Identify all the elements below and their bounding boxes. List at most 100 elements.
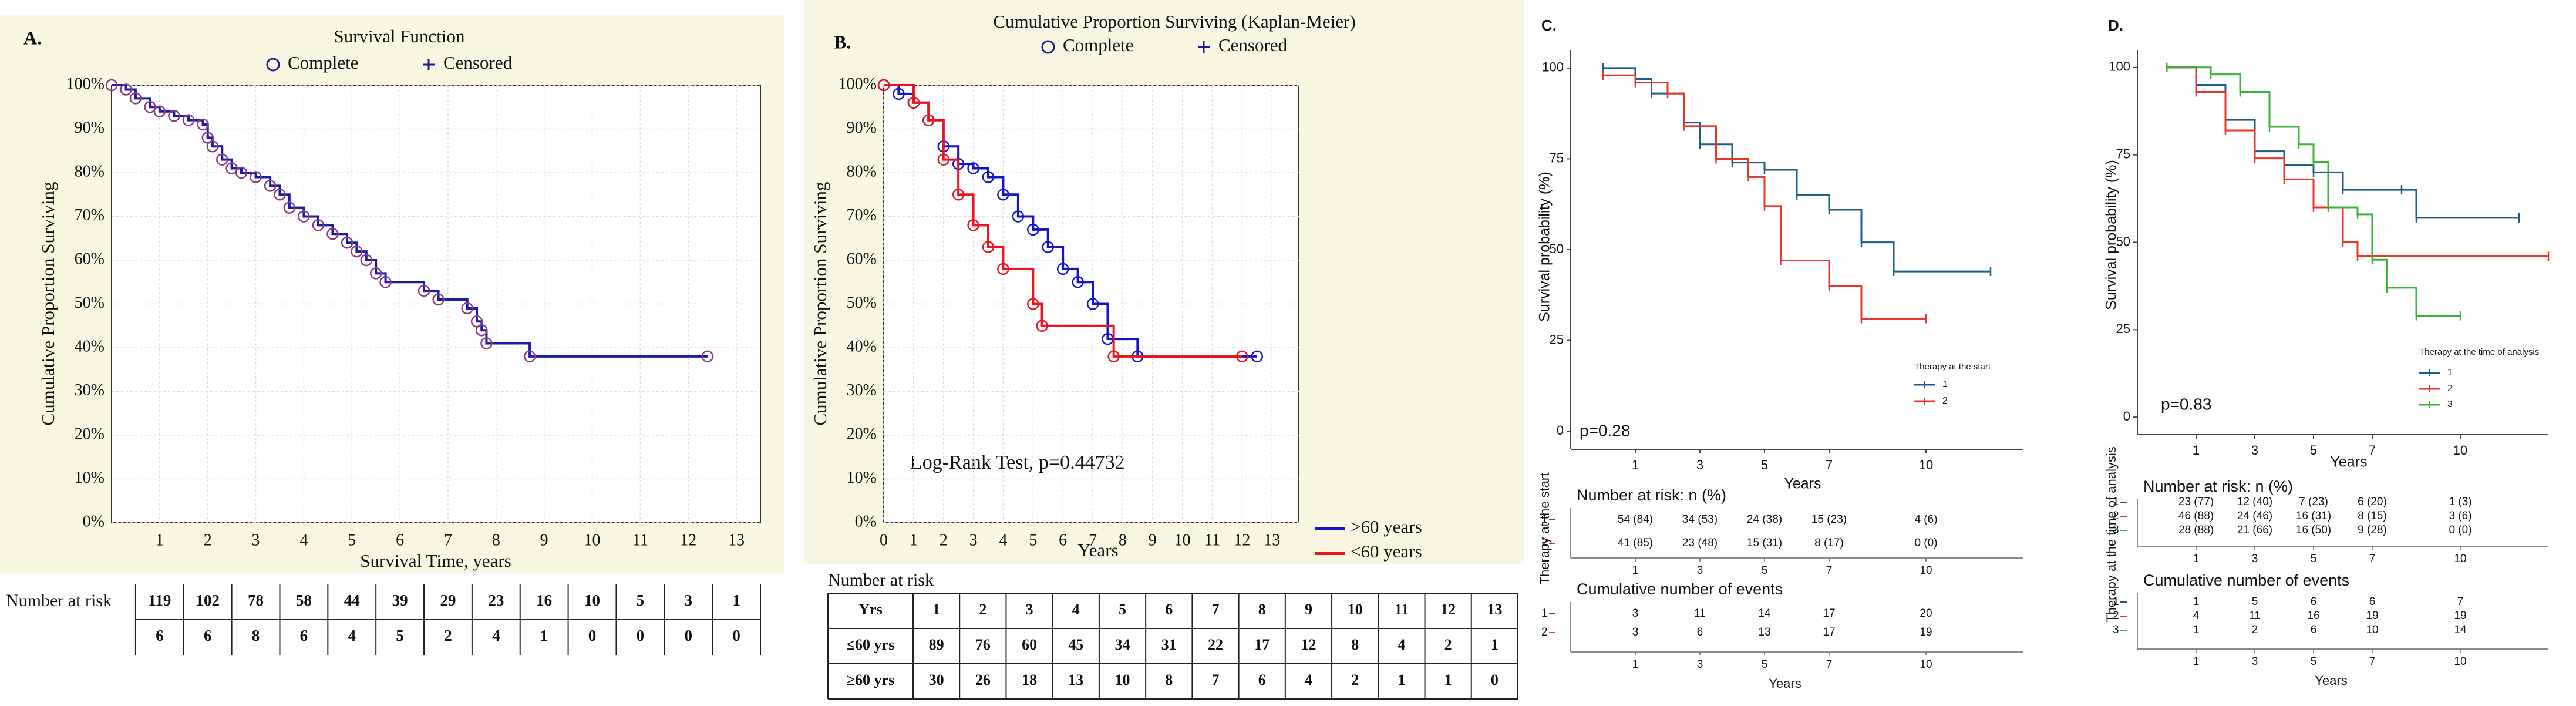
table-cell: 6 — [156, 627, 164, 644]
y-tick-label: 40% — [847, 337, 877, 355]
step-line — [1603, 67, 1991, 273]
table-header: 3 — [1026, 601, 1033, 618]
annotation: Log-Rank Test, p=0.44732 — [910, 452, 1125, 473]
legend-symbol — [1198, 41, 1210, 53]
x-axis-label: Survival Time, years — [360, 550, 511, 571]
table-cell: 4 — [2193, 610, 2200, 622]
table-cell: 4 (6) — [1914, 513, 1937, 526]
table-cell: 8 (15) — [2358, 510, 2387, 522]
table-tick-label: 10 — [1920, 564, 1932, 577]
event-marker — [274, 189, 286, 201]
table-tick-label: 1 — [2193, 553, 2200, 565]
table-row-label: 2 — [2113, 510, 2119, 522]
table-header: 1 — [932, 601, 940, 618]
table-cell: 4 — [1398, 636, 1405, 653]
event-marker — [216, 153, 228, 166]
table-tick-label: 3 — [1697, 658, 1703, 671]
table-cell: 13 — [1758, 626, 1770, 638]
table-header: 2 — [979, 601, 986, 618]
table-cell: 17 — [1254, 636, 1270, 653]
table-cell: 7 — [1212, 671, 1220, 688]
x-tick-label: 1 — [1632, 458, 1639, 472]
step-line — [1603, 74, 1926, 320]
event-marker — [982, 171, 995, 183]
table-cell: 17 — [1823, 626, 1835, 638]
x-tick-label: 12 — [1234, 531, 1250, 549]
event-marker — [197, 118, 209, 131]
x-tick-label: 2 — [204, 531, 212, 549]
x-tick-label: 4 — [999, 531, 1007, 549]
table-header: 4 — [1072, 601, 1080, 618]
table-cell: 5 — [396, 627, 404, 644]
event-marker — [476, 324, 488, 337]
event-marker — [907, 96, 920, 109]
event-marker — [523, 350, 536, 363]
x-tick-label: 0 — [880, 531, 888, 549]
x-tick-label: 13 — [728, 531, 745, 549]
table-cell: 6 — [1258, 671, 1266, 688]
table-cell: 13 — [1068, 671, 1083, 688]
table-cell: 3 — [1632, 607, 1639, 620]
event-marker — [1251, 350, 1264, 363]
x-tick-label: 10 — [1919, 458, 1933, 472]
table-tick-label: 3 — [2252, 553, 2258, 565]
table-cell: 1 — [1398, 671, 1405, 688]
table-tick-label: 7 — [1826, 564, 1833, 577]
event-marker — [877, 79, 890, 92]
table-row-label: 1 — [1541, 513, 1548, 526]
x-tick-label: 8 — [1119, 531, 1127, 549]
y-tick-label: 30% — [75, 381, 105, 399]
table-cell: 6 — [204, 627, 212, 644]
y-tick-label: 40% — [75, 337, 105, 355]
table-cell: 2 — [2252, 624, 2258, 636]
table-cell: 4 — [348, 627, 356, 644]
table-tick-label: 5 — [2311, 655, 2317, 668]
legend-label: 2 — [2447, 384, 2453, 394]
event-marker — [432, 293, 445, 306]
table-cell: 2 — [1351, 671, 1359, 688]
x-tick-label: 1 — [910, 531, 918, 549]
table-cell: 4 — [492, 627, 500, 644]
table-header: 11 — [1395, 601, 1409, 618]
table-title: Number at risk: n (%) — [1577, 486, 1726, 504]
table-cell: 5 — [2252, 596, 2258, 608]
event-marker — [967, 219, 979, 231]
table-row-label: 3 — [2113, 624, 2119, 636]
chart-title: Survival Function — [334, 26, 465, 46]
y-tick-label: 20% — [75, 425, 105, 443]
table-cell: 10 — [2366, 624, 2378, 636]
y-tick-label: 30% — [847, 381, 877, 399]
panel-label: A. — [23, 27, 42, 48]
x-tick-label: 1 — [156, 531, 164, 549]
step-line — [884, 84, 1242, 358]
y-tick-label: 80% — [75, 162, 105, 180]
x-tick-label: 11 — [1204, 531, 1220, 549]
legend-symbol — [266, 58, 280, 72]
table-title: Number at risk — [6, 591, 112, 610]
event-marker — [461, 302, 473, 315]
event-marker — [1236, 350, 1248, 363]
y-axis-label: Survival probability (%) — [1537, 172, 1553, 322]
table-cell: 23 (77) — [2178, 496, 2214, 508]
legend-label: <60 years — [1351, 541, 1422, 562]
y-tick-label: 25 — [1550, 332, 1564, 347]
table-cell: 45 — [1068, 636, 1083, 653]
table-cell: 1 — [732, 591, 740, 609]
event-marker — [967, 162, 979, 174]
table-cell: 5 — [637, 591, 645, 609]
table-cell: 10 — [1115, 671, 1130, 688]
y-tick-label: 60% — [847, 250, 877, 268]
x-tick-label: 7 — [1089, 531, 1097, 549]
table-header: 12 — [1440, 601, 1456, 618]
table-cell: 2 — [444, 627, 452, 644]
table-cell: 60 — [1022, 636, 1037, 653]
table-cell: 11 — [1694, 607, 1706, 620]
event-marker — [952, 189, 965, 201]
table-header: 8 — [1258, 601, 1266, 618]
y-tick-label: 80% — [847, 162, 877, 180]
table-tick-label: 5 — [1762, 658, 1768, 671]
table-cell: 11 — [2249, 610, 2261, 622]
table-tick-label: 3 — [2252, 655, 2258, 668]
table-tick-label: 5 — [2311, 553, 2317, 565]
table-cell: 54 (84) — [1618, 513, 1653, 526]
